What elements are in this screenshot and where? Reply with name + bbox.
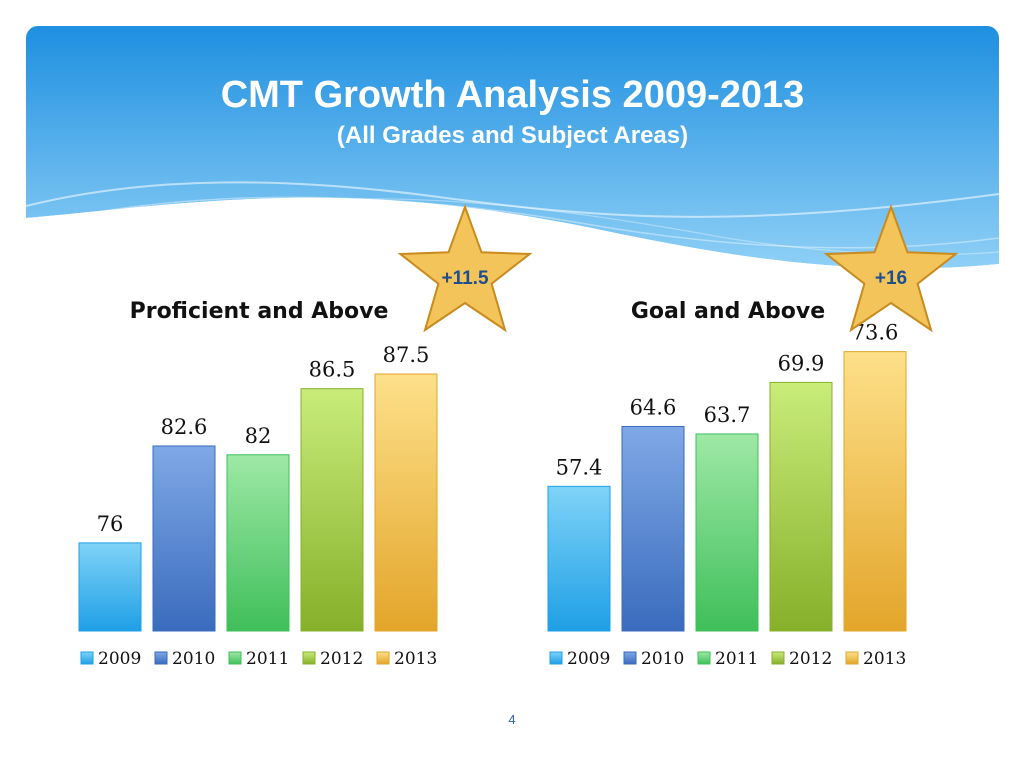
slide-subtitle: (All Grades and Subject Areas) bbox=[336, 122, 689, 149]
bar-2010 bbox=[152, 445, 216, 632]
data-label-2011: 63.7 bbox=[704, 403, 751, 427]
legend-swatch-2010 bbox=[154, 651, 168, 665]
legend-swatch-2013 bbox=[376, 651, 390, 665]
data-label-2009: 57.4 bbox=[556, 455, 603, 479]
bar-2011 bbox=[695, 433, 759, 632]
legend-label-2013: 2013 bbox=[394, 649, 437, 669]
legend-label-2011: 2011 bbox=[246, 649, 289, 669]
chart-title: Goal and Above bbox=[631, 299, 825, 324]
legend-label-2012: 2012 bbox=[320, 649, 363, 669]
data-label-2012: 69.9 bbox=[778, 351, 825, 375]
bar-2012 bbox=[300, 388, 364, 632]
chart-title: Proficient and Above bbox=[130, 299, 389, 324]
legend-swatch-2010 bbox=[623, 651, 637, 665]
data-label-2009: 76 bbox=[97, 512, 124, 536]
legend-swatch-2012 bbox=[302, 651, 316, 665]
header-wave-background bbox=[26, 26, 999, 286]
data-label-2011: 82 bbox=[245, 424, 272, 448]
star-icon bbox=[823, 204, 959, 333]
bar-2009 bbox=[78, 542, 142, 632]
data-label-2012: 86.5 bbox=[309, 358, 356, 382]
bar-2012 bbox=[769, 381, 833, 632]
growth-star-badge: +11.5 bbox=[397, 204, 533, 333]
bar-2009 bbox=[547, 485, 611, 632]
legend-label-2010: 2010 bbox=[641, 649, 684, 669]
legend-swatch-2011 bbox=[228, 651, 242, 665]
page-number: 4 bbox=[508, 712, 516, 727]
legend-swatch-2011 bbox=[697, 651, 711, 665]
growth-badge-text: +11.5 bbox=[441, 268, 488, 289]
proficient-chart: Proficient and Above 76 82.6 82 86.5 87.5 2009… bbox=[78, 204, 533, 669]
slide-title: CMT Growth Analysis 2009-2013 bbox=[220, 74, 805, 116]
data-label-2013: 87.5 bbox=[383, 343, 430, 367]
legend-swatch-2009 bbox=[80, 651, 94, 665]
data-label-2010: 82.6 bbox=[161, 415, 208, 439]
legend-label-2013: 2013 bbox=[863, 649, 906, 669]
star-icon bbox=[397, 204, 533, 333]
legend-swatch-2013 bbox=[845, 651, 859, 665]
legend-label-2012: 2012 bbox=[789, 649, 832, 669]
growth-badge-text: +16 bbox=[875, 268, 907, 289]
legend-label-2011: 2011 bbox=[715, 649, 758, 669]
bar-2011 bbox=[226, 454, 290, 632]
bar-2013 bbox=[843, 351, 907, 632]
legend-label-2009: 2009 bbox=[98, 649, 141, 669]
bar-2013 bbox=[374, 373, 438, 632]
data-label-2010: 64.6 bbox=[630, 395, 677, 419]
legend-swatch-2009 bbox=[549, 651, 563, 665]
chart-legend: 2009 2010 2011 2012 2013 bbox=[80, 649, 437, 669]
chart-legend: 2009 2010 2011 2012 2013 bbox=[549, 649, 906, 669]
legend-swatch-2012 bbox=[771, 651, 785, 665]
legend-label-2009: 2009 bbox=[567, 649, 610, 669]
slide-header: CMT Growth Analysis 2009-2013 (All Grade… bbox=[26, 26, 999, 286]
legend-label-2010: 2010 bbox=[172, 649, 215, 669]
bar-2010 bbox=[621, 425, 685, 632]
growth-star-badge: +16 bbox=[823, 204, 959, 333]
